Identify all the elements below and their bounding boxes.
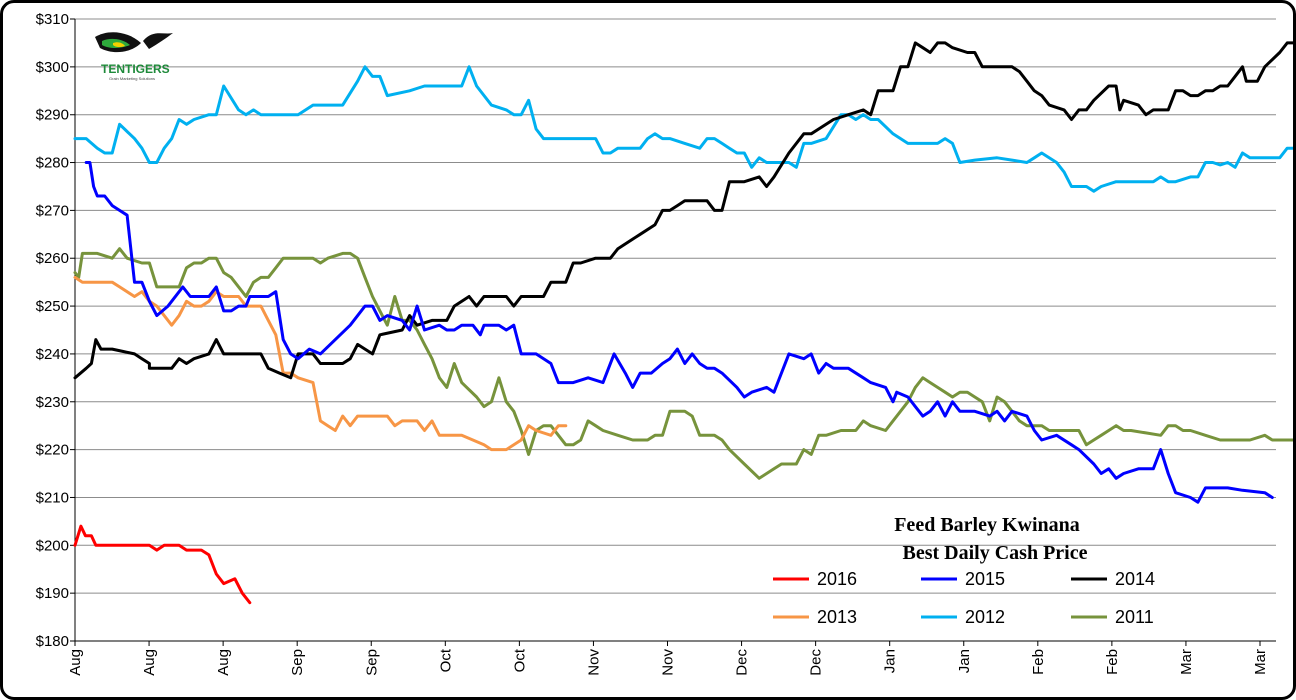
series-line-2016: [73, 524, 252, 605]
series-lines: [73, 41, 1293, 605]
ytick-label: $220: [36, 442, 69, 459]
series-line-2014: [73, 41, 1293, 380]
legend-label-2011: 2011: [1115, 607, 1154, 627]
legend-label-2013: 2013: [817, 607, 857, 627]
xtick-label: Aug: [215, 649, 232, 676]
xtick-label: Sep: [289, 649, 306, 676]
ytick-label: $190: [36, 585, 69, 602]
xtick-label: Nov: [660, 649, 677, 676]
xtick-label: Mar: [1178, 649, 1195, 675]
xtick-label: Dec: [808, 649, 825, 676]
legend-label-2016: 2016: [817, 569, 857, 589]
ytick-label: $260: [36, 250, 69, 267]
ytick-label: $210: [36, 489, 69, 506]
x-axis-ticks: Aug Aug Aug Sep Sep Oct Oct Nov Nov Dec Dec Jan Jan F…: [67, 641, 1269, 676]
tiger-stripe: [143, 33, 173, 49]
xtick-label: Oct: [511, 648, 528, 672]
series-line-2015: [84, 161, 1274, 504]
axes: [74, 19, 1276, 642]
series-line-2013: [73, 275, 568, 452]
legend-label-2015: 2015: [965, 569, 1005, 589]
ytick-label: $310: [36, 11, 69, 28]
xtick-label: Jan: [956, 649, 973, 673]
y-axis-ticks: $180 $190 $200 $210 $220 $230 $240 $250 $260 $270…: [36, 11, 75, 650]
ytick-label: $180: [36, 633, 69, 650]
xtick-label: Feb: [1030, 649, 1047, 675]
tentigers-logo: TENTIGERS Grain Marketing Solutions: [95, 32, 173, 81]
ytick-label: $270: [36, 202, 69, 219]
legend: 2016 2015 2014 2013 2012 2011: [773, 569, 1155, 627]
xtick-label: Feb: [1104, 649, 1121, 675]
legend-label-2014: 2014: [1115, 569, 1155, 589]
series-line-2012: [73, 65, 1293, 193]
xtick-label: Nov: [585, 649, 602, 676]
xtick-label: Aug: [141, 649, 158, 676]
series-line-2011: [73, 247, 1293, 480]
ytick-label: $230: [36, 394, 69, 411]
price-chart: $180 $190 $200 $210 $220 $230 $240 $250 $260 $270…: [36, 11, 1293, 676]
title-line-1: Feed Barley Kwinana: [894, 514, 1080, 536]
ytick-label: $290: [36, 107, 69, 124]
xtick-label: Aug: [67, 649, 84, 676]
logo-name: TENTIGERS: [101, 62, 170, 76]
ytick-label: $280: [36, 155, 69, 172]
xtick-label: Sep: [363, 649, 380, 676]
ytick-label: $200: [36, 537, 69, 554]
title-line-2: Best Daily Cash Price: [903, 542, 1088, 564]
xtick-label: Jan: [882, 649, 899, 673]
tiger-eye-yellow: [113, 42, 125, 48]
logo-tagline: Grain Marketing Solutions: [109, 76, 155, 81]
ytick-label: $240: [36, 346, 69, 363]
chart-title: Feed Barley Kwinana Best Daily Cash Pric…: [894, 514, 1087, 564]
ytick-label: $300: [36, 59, 69, 76]
xtick-label: Oct: [437, 648, 454, 672]
xtick-label: Dec: [734, 649, 751, 676]
xtick-label: Mar: [1252, 649, 1269, 675]
ytick-label: $250: [36, 298, 69, 315]
legend-label-2012: 2012: [965, 607, 1005, 627]
